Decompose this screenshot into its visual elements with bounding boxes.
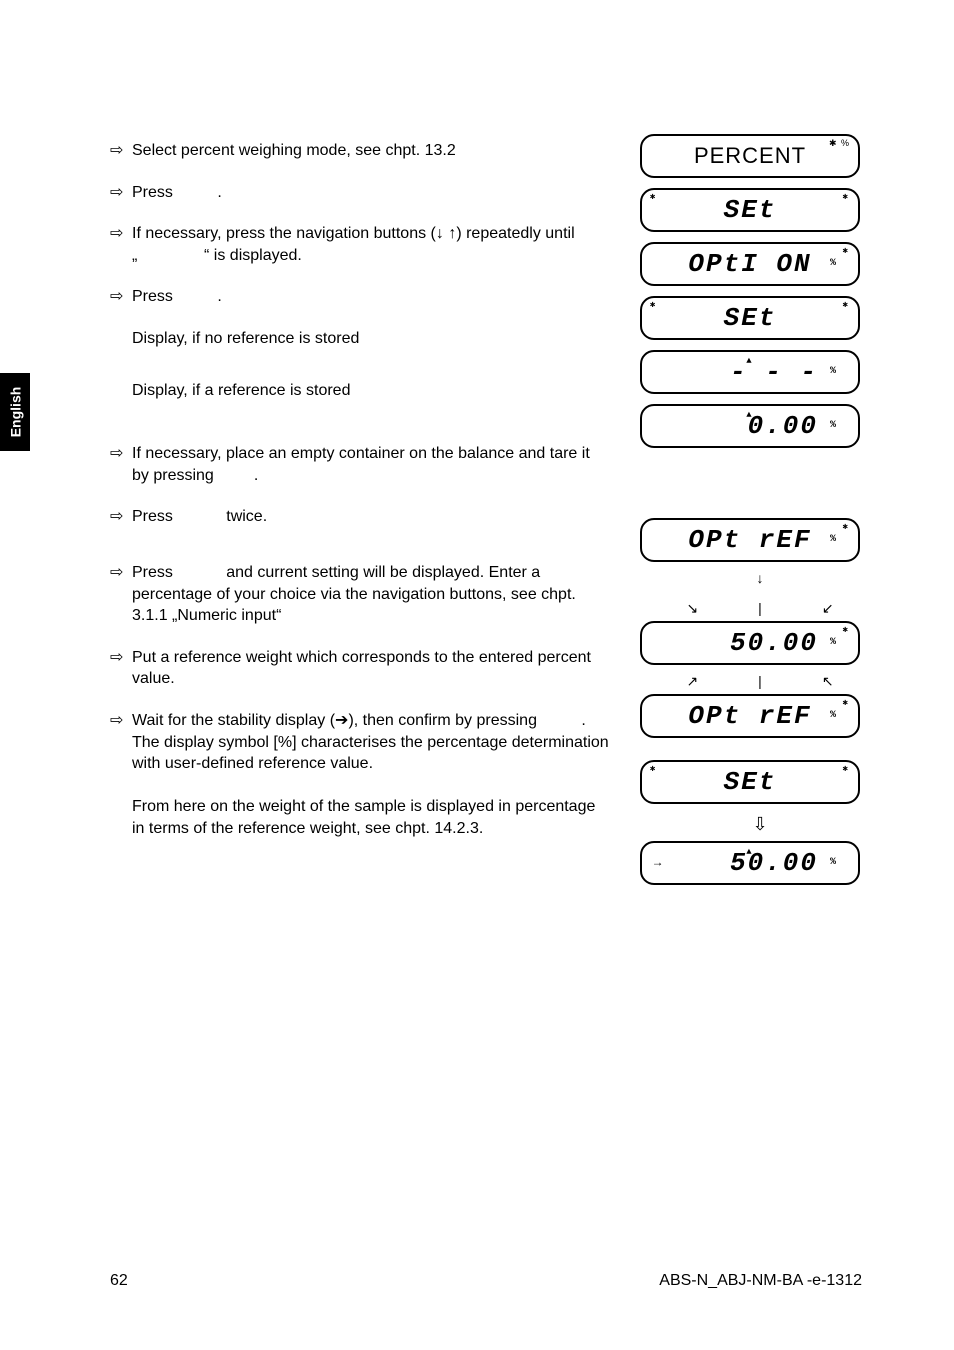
step-9-text: Press and current setting will be displa… bbox=[132, 562, 610, 627]
unit-label: % bbox=[830, 366, 838, 377]
triangle-icon: ▲ bbox=[746, 410, 753, 420]
step-3-text: If necessary, press the navigation butto… bbox=[132, 223, 610, 266]
indicator-icon: ✱ bbox=[843, 246, 850, 256]
indicator-icon: ✱ bbox=[843, 764, 850, 774]
step-10: ⇨ Put a reference weight which correspon… bbox=[110, 647, 610, 690]
unit-label: % bbox=[830, 534, 838, 545]
bullet-icon: ⇨ bbox=[110, 140, 132, 162]
nav-indicator: ↓ bbox=[640, 570, 880, 586]
percent-symbol-icon: % bbox=[278, 734, 292, 751]
step-3: ⇨ If necessary, press the navigation but… bbox=[110, 223, 610, 266]
indicator-icon: ✱ % bbox=[829, 138, 850, 149]
step-1-text: Select percent weighing mode, see chpt. … bbox=[132, 140, 610, 162]
indicator-icon: ✱ bbox=[843, 698, 850, 708]
stable-icon: → bbox=[654, 856, 663, 870]
step-11: ⇨ Wait for the stability display (➔), th… bbox=[110, 710, 610, 840]
page-footer: 62 ABS-N_ABJ-NM-BA -e-1312 bbox=[110, 1272, 862, 1290]
lcd-set-3: ✱ ✱ SEt bbox=[640, 760, 860, 804]
lcd-percent: ✱ % PERCENT bbox=[640, 134, 860, 178]
lcd-dashes: ▲ % - - - bbox=[640, 350, 860, 394]
triangle-icon: ▲ bbox=[746, 356, 753, 366]
lcd-zero: ▲ % 0.00 bbox=[640, 404, 860, 448]
unit-label: % bbox=[830, 258, 838, 269]
language-tab-label: English bbox=[7, 387, 23, 438]
indicator-icon: ✱ bbox=[843, 192, 850, 202]
step-2-text: Press . bbox=[132, 182, 610, 204]
bullet-icon: ⇨ bbox=[110, 223, 132, 266]
indicator-icon: ✱ bbox=[650, 192, 657, 202]
lcd-option: ✱ % OPtI ON bbox=[640, 242, 860, 286]
right-arrow-icon: ➔ bbox=[335, 712, 348, 729]
unit-label: % bbox=[830, 710, 838, 721]
step-2: ⇨ Press . bbox=[110, 182, 610, 204]
bullet-icon: ⇨ bbox=[110, 182, 132, 204]
bullet-icon: ⇨ bbox=[110, 562, 132, 627]
lcd-fifty-2: ▲ → % 50.00 bbox=[640, 841, 860, 885]
indicator-icon: ✱ bbox=[843, 625, 850, 635]
nav-indicator: ↘|↙ bbox=[640, 600, 880, 617]
triangle-icon: ▲ bbox=[746, 847, 753, 857]
bullet-icon: ⇨ bbox=[110, 443, 132, 486]
bullet-icon: ⇨ bbox=[110, 286, 132, 308]
unit-label: % bbox=[830, 637, 838, 648]
step-5-text: Display, if no reference is stored bbox=[132, 328, 610, 350]
lcd-column: ✱ % PERCENT ✱ ✱ SEt ✱ % OPtI ON ✱ ✱ SEt … bbox=[640, 134, 880, 895]
indicator-icon: ✱ bbox=[650, 764, 657, 774]
lcd-optref-2: ✱ % OPt rEF bbox=[640, 694, 860, 738]
step-7-text: If necessary, place an empty container o… bbox=[132, 443, 610, 486]
unit-label: % bbox=[830, 420, 838, 431]
instructions: ⇨ Select percent weighing mode, see chpt… bbox=[110, 140, 610, 859]
indicator-icon: ✱ bbox=[650, 300, 657, 310]
step-8: ⇨ Press twice. bbox=[110, 506, 610, 528]
nav-indicator: ↗|↖ bbox=[640, 673, 880, 690]
bullet-icon: ⇨ bbox=[110, 710, 132, 840]
lcd-set: ✱ ✱ SEt bbox=[640, 188, 860, 232]
lcd-set-2: ✱ ✱ SEt bbox=[640, 296, 860, 340]
lcd-fifty: ✱ % 50.00 bbox=[640, 621, 860, 665]
step-4: ⇨ Press . bbox=[110, 286, 610, 308]
down-arrow-icon: ⇩ bbox=[640, 814, 880, 835]
step-8-text: Press twice. bbox=[132, 506, 610, 528]
doc-id: ABS-N_ABJ-NM-BA -e-1312 bbox=[659, 1272, 862, 1290]
bullet-icon: ⇨ bbox=[110, 647, 132, 690]
step-9: ⇨ Press and current setting will be disp… bbox=[110, 562, 610, 627]
step-6-text: Display, if a reference is stored bbox=[132, 380, 610, 402]
indicator-icon: ✱ bbox=[843, 300, 850, 310]
step-11-text: Wait for the stability display (➔), then… bbox=[132, 710, 610, 840]
indicator-icon: ✱ bbox=[843, 522, 850, 532]
step-7: ⇨ If necessary, place an empty container… bbox=[110, 443, 610, 486]
step-4-text: Press . bbox=[132, 286, 610, 308]
step-10-text: Put a reference weight which corresponds… bbox=[132, 647, 610, 690]
language-tab: English bbox=[0, 373, 30, 451]
step-1: ⇨ Select percent weighing mode, see chpt… bbox=[110, 140, 610, 162]
nav-arrows-icon: ↓ ↑ bbox=[436, 225, 456, 242]
page-number: 62 bbox=[110, 1272, 128, 1290]
unit-label: % bbox=[830, 857, 838, 868]
lcd-optref: ✱ % OPt rEF bbox=[640, 518, 860, 562]
bullet-icon: ⇨ bbox=[110, 506, 132, 528]
